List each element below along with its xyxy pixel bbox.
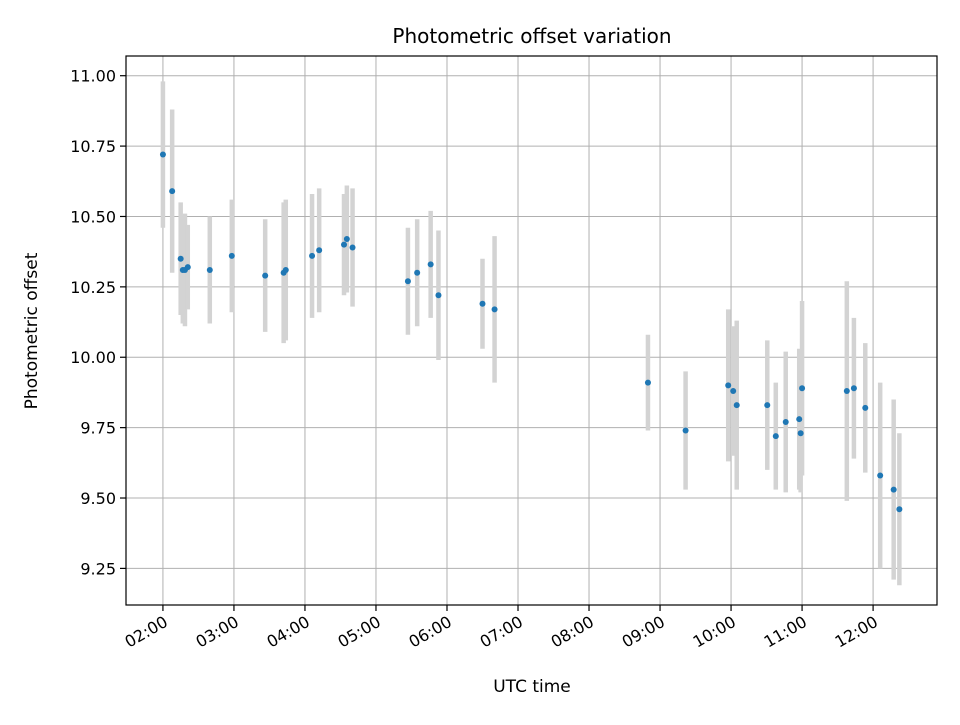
data-point: [177, 255, 184, 262]
data-point: [435, 292, 442, 299]
data-point: [644, 379, 651, 386]
y-tick-label: 9.50: [80, 489, 116, 508]
x-axis-label: UTC time: [493, 677, 571, 697]
y-tick-label: 9.25: [80, 559, 116, 578]
data-point: [159, 151, 166, 158]
y-tick-label: 9.75: [80, 419, 116, 438]
y-tick-label: 10.00: [70, 348, 116, 367]
data-point: [797, 430, 804, 437]
data-point: [206, 266, 213, 273]
data-point: [169, 188, 176, 195]
data-point: [228, 252, 235, 259]
y-tick-label: 10.75: [70, 137, 116, 156]
data-point: [850, 385, 857, 392]
data-point: [682, 427, 689, 434]
y-tick-label: 10.50: [70, 207, 116, 226]
data-point: [896, 506, 903, 513]
plot-frame: [125, 55, 938, 606]
data-point: [262, 272, 269, 279]
chart-title: Photometric offset variation: [392, 24, 671, 48]
y-axis-label: Photometric offset: [22, 252, 42, 409]
data-point: [282, 266, 289, 273]
data-point: [341, 241, 348, 248]
data-point: [479, 300, 486, 307]
y-tick-label: 11.00: [70, 67, 116, 86]
y-tick-label: 10.25: [70, 278, 116, 297]
data-points: [159, 151, 903, 513]
data-point: [799, 385, 806, 392]
data-point: [890, 486, 897, 493]
data-point: [725, 382, 732, 389]
data-point: [427, 261, 434, 268]
data-point: [772, 433, 779, 440]
data-point: [733, 402, 740, 409]
data-point: [404, 278, 411, 285]
data-point: [843, 388, 850, 395]
data-point: [764, 402, 771, 409]
data-point: [862, 404, 869, 411]
data-point: [316, 247, 323, 254]
data-point: [184, 264, 191, 271]
data-point: [309, 252, 316, 259]
data-point: [796, 416, 803, 423]
data-point: [343, 236, 350, 242]
data-point: [877, 472, 884, 479]
data-point: [491, 306, 498, 313]
data-point: [782, 419, 789, 425]
data-point: [349, 244, 356, 251]
data-point: [414, 269, 421, 276]
data-point: [730, 388, 737, 395]
